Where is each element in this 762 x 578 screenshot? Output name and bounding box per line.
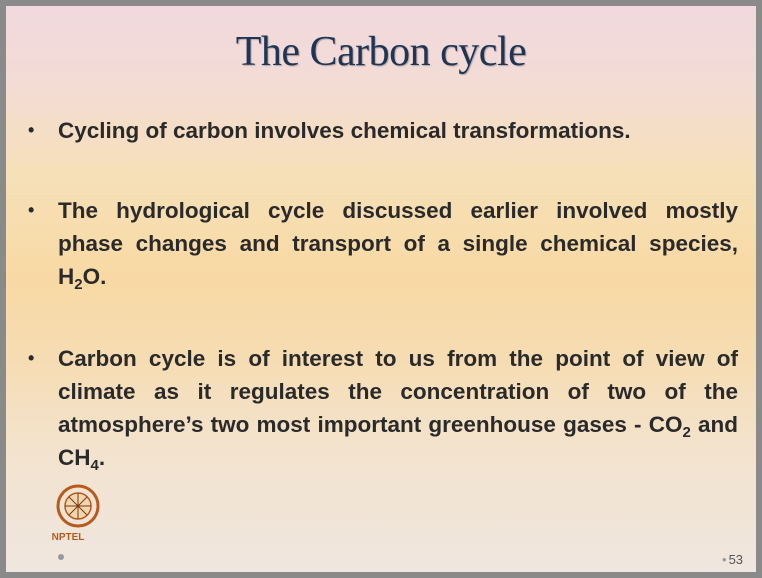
subscript: 4 <box>90 457 99 474</box>
page-number: 53 <box>722 552 743 567</box>
bullet-text: O. <box>82 264 107 289</box>
bullet-text: Carbon cycle is of interest to us from t… <box>58 346 738 437</box>
bullet-dot: • <box>28 200 35 220</box>
bullet-text: . <box>98 445 106 470</box>
bullet: • Cycling of carbon involves chemical tra… <box>28 114 738 147</box>
logo-text: NPTEL <box>51 532 85 543</box>
bullet-dot: • <box>28 120 35 140</box>
bullet: • The hydrological cycle discussed earlie… <box>28 194 738 293</box>
subscript: 2 <box>682 424 691 441</box>
footer-dot <box>58 554 64 560</box>
bullet: • Carbon cycle is of interest to us from … <box>28 342 738 474</box>
bullet-text: Cycling of carbon involves chemical tran… <box>58 118 631 143</box>
bullet-text: The hydrological cycle discussed earlier… <box>58 198 738 289</box>
bullet-dot: • <box>28 348 35 368</box>
slide-title: The Carbon cycle <box>235 29 527 75</box>
bullet-text: and CH <box>58 412 738 470</box>
logo <box>56 484 100 528</box>
subscript: 2 <box>74 276 83 293</box>
